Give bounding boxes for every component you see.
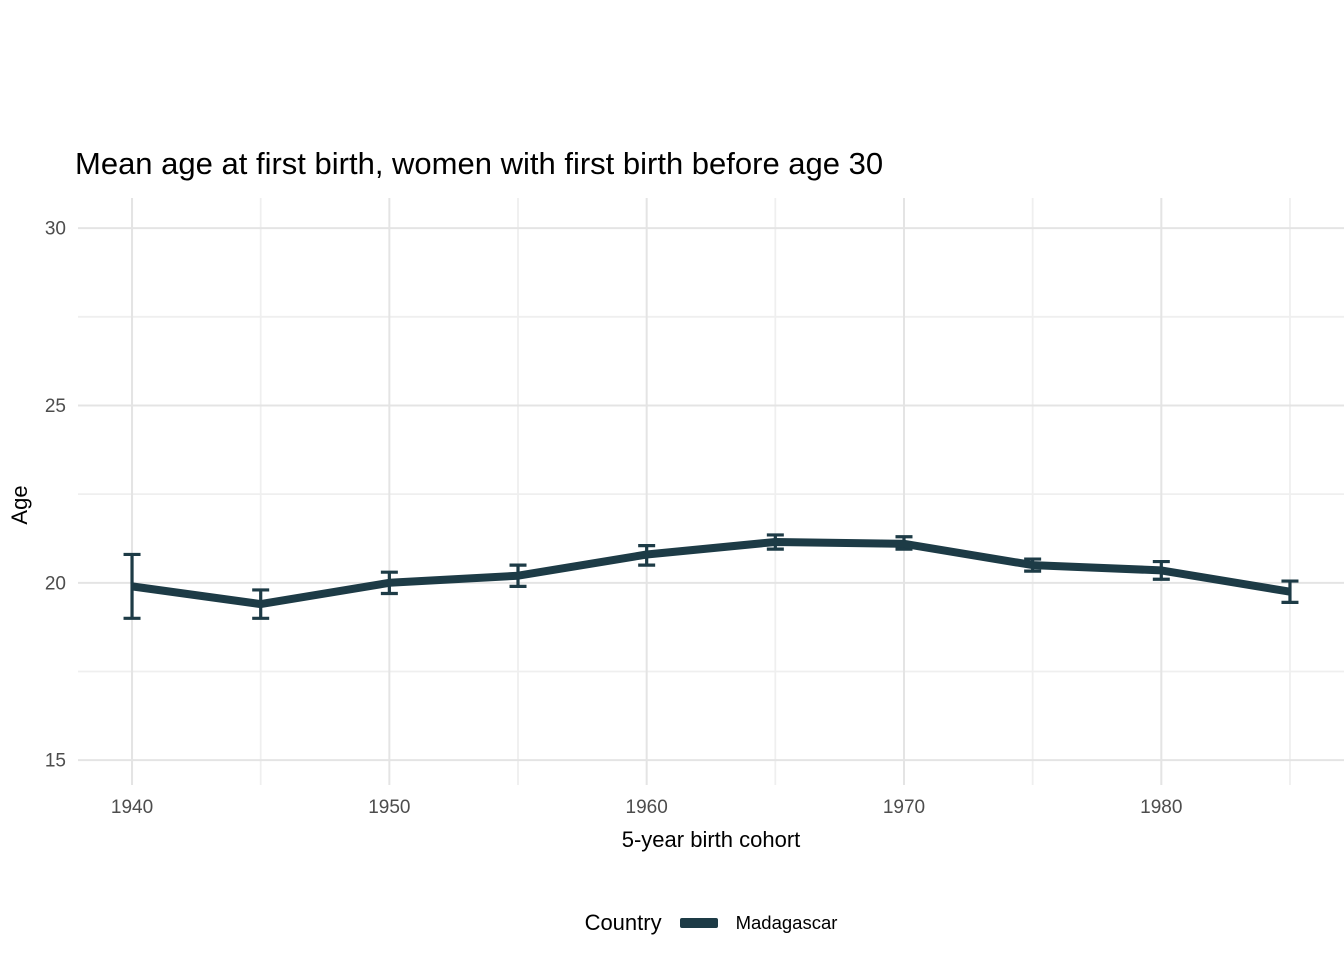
y-tick-label: 15 <box>45 751 66 772</box>
chart-title: Mean age at first birth, women with firs… <box>75 146 884 181</box>
y-axis-title: Age <box>7 485 32 525</box>
x-tick-label: 1980 <box>1140 797 1182 818</box>
x-tick-label: 1960 <box>626 797 668 818</box>
x-tick-label: 1940 <box>111 797 153 818</box>
x-axis-title: 5-year birth cohort <box>621 827 801 852</box>
legend: Country Madagascar <box>78 903 1344 943</box>
legend-title: Country <box>584 910 662 935</box>
y-tick-label: 20 <box>45 573 66 594</box>
y-tick-label: 25 <box>45 396 66 417</box>
legend-swatch-madagascar <box>679 918 718 928</box>
y-tick-label: 30 <box>45 219 66 240</box>
legend-label-madagascar: Madagascar <box>735 912 838 933</box>
x-tick-label: 1950 <box>368 797 410 818</box>
x-tick-label: 1970 <box>883 797 925 818</box>
series-line-madagascar <box>131 538 1291 609</box>
